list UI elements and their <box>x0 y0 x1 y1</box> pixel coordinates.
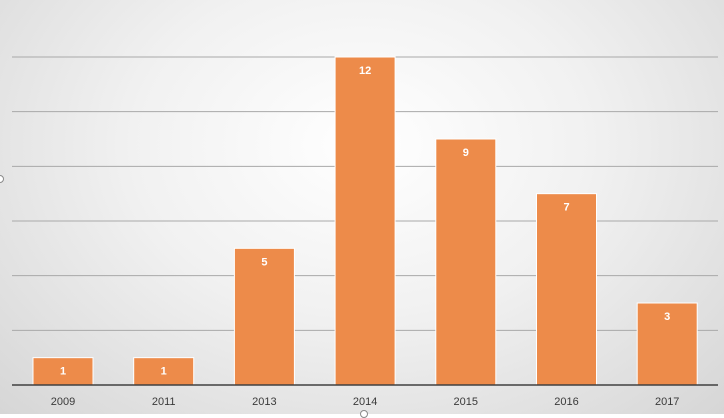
x-tick-label: 2011 <box>152 396 176 408</box>
data-label: 7 <box>563 202 569 214</box>
x-tick-label: 2017 <box>655 396 679 408</box>
data-label: 12 <box>359 65 371 77</box>
bar[interactable] <box>636 302 698 386</box>
x-tick-label: 2016 <box>554 396 578 408</box>
bar[interactable] <box>536 193 597 386</box>
x-tick-label: 2009 <box>51 396 75 408</box>
x-tick-label: 2014 <box>353 396 377 408</box>
bar[interactable] <box>334 56 396 386</box>
bar[interactable] <box>133 357 195 386</box>
data-label: 9 <box>463 147 469 159</box>
resize-handle-bottom[interactable] <box>360 410 368 418</box>
data-label: 3 <box>664 311 670 323</box>
data-label: 1 <box>161 366 167 378</box>
data-label: 5 <box>261 256 267 268</box>
x-tick-label: 2015 <box>454 396 478 408</box>
bar[interactable] <box>435 138 497 386</box>
bar[interactable] <box>233 247 295 386</box>
data-label: 1 <box>60 366 66 378</box>
x-tick-label: 2013 <box>252 396 276 408</box>
